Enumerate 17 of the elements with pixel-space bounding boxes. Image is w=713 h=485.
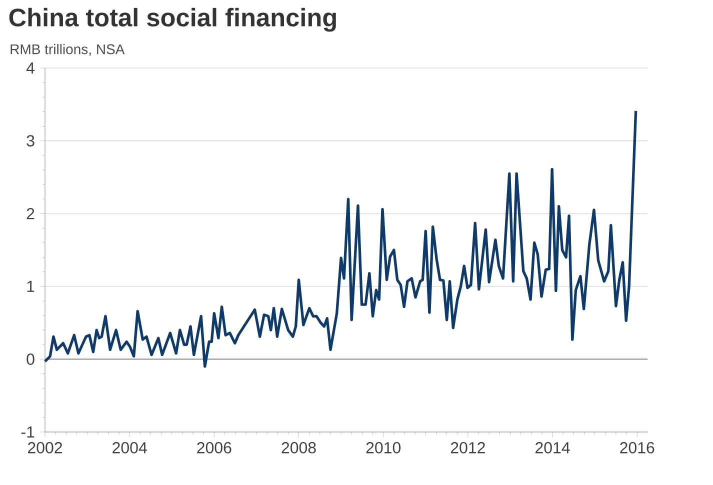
y-tick-label: 3 (26, 135, 34, 146)
x-tick-label: 2004 (112, 442, 147, 454)
x-tick-label: 2010 (366, 442, 401, 454)
x-tick-label: 2002 (28, 442, 62, 454)
y-tick-label: 2 (26, 208, 34, 220)
y-tick-label: -1 (21, 426, 34, 438)
x-tick-label: 2016 (620, 442, 654, 454)
chart-title: China total social financing (9, 8, 336, 32)
chart-subtitle: RMB trillions, NSA (10, 44, 125, 56)
y-tick-label: 4 (26, 62, 34, 74)
x-tick-label: 2012 (450, 442, 485, 454)
y-tick-label: 0 (26, 354, 34, 365)
x-tick-label: 2006 (197, 442, 232, 454)
line-series (44, 110, 638, 368)
y-tick-label: 1 (27, 280, 34, 292)
x-tick-label: 2008 (282, 442, 316, 454)
x-tick-label: 2014 (536, 442, 570, 454)
